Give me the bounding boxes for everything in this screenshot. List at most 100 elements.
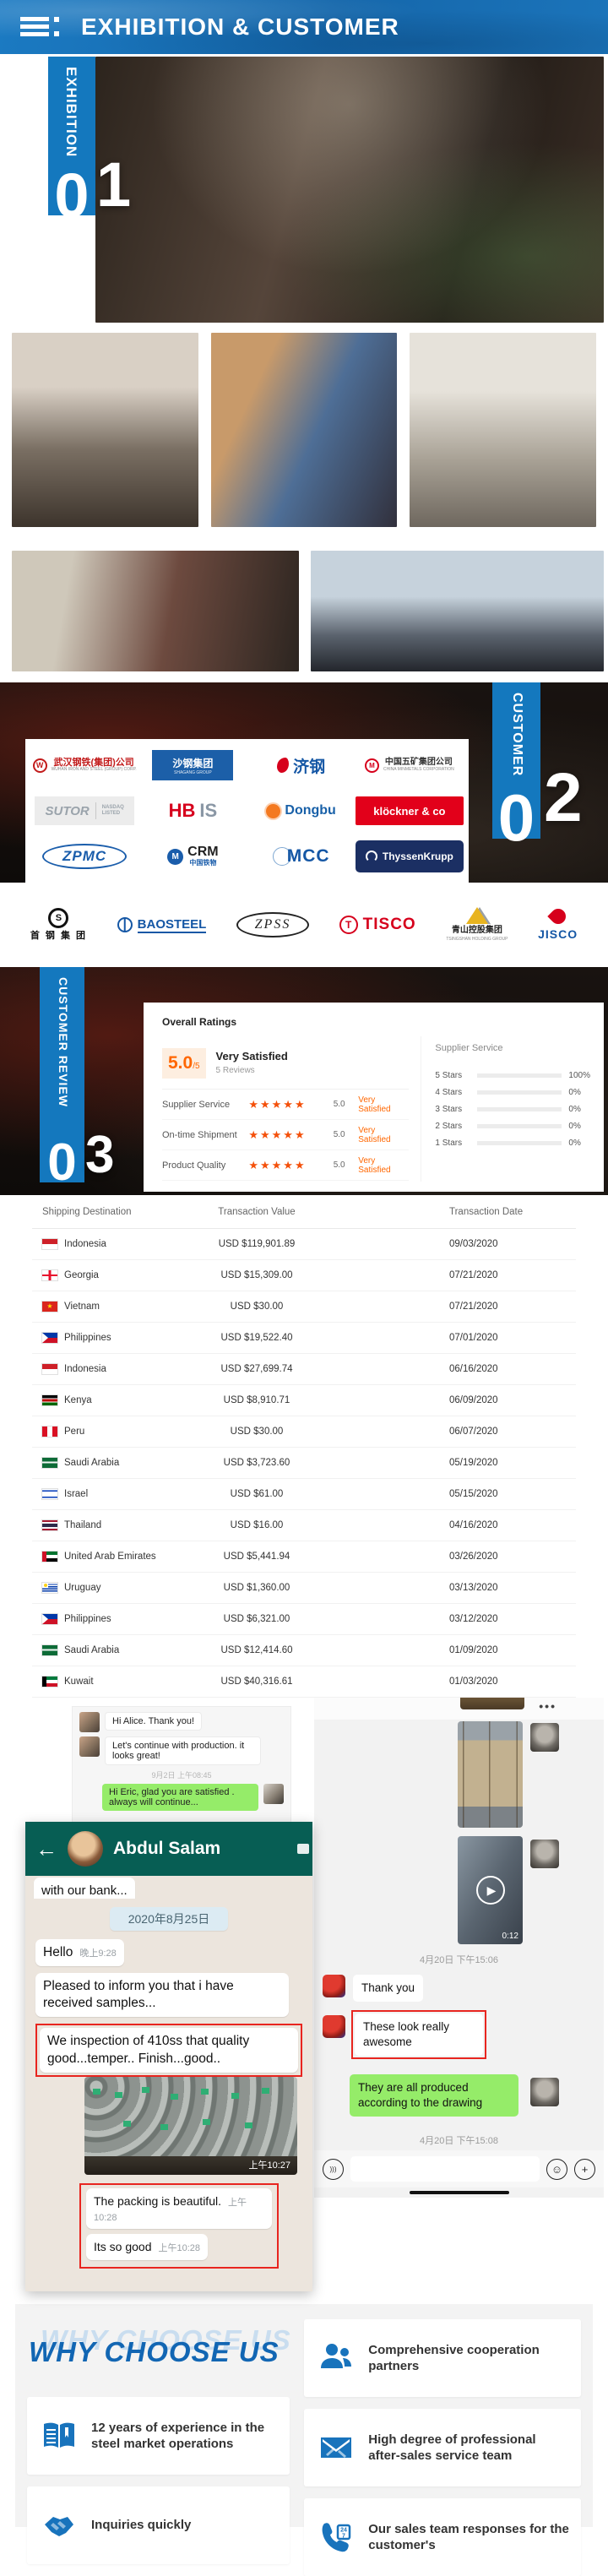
flag-kenya-icon [42, 1395, 57, 1405]
chat-bubble-partial: with our bank... [34, 1878, 135, 1899]
exhibition-photo-group [311, 551, 604, 671]
chat-photo-crate [458, 1721, 523, 1828]
exhibition-photo-main [95, 57, 604, 323]
home-indicator-bar [409, 2191, 509, 2194]
chat-date-pill: 2020年8月25日 [110, 1907, 228, 1931]
star-rating-icon: ★★★★★ [248, 1097, 307, 1111]
feature-card-experience: 12 years of experience in the steel mark… [27, 2397, 290, 2475]
logo-klockner: klöckner & co [355, 788, 464, 834]
whatsapp-header: ← Abdul Salam [25, 1822, 312, 1876]
wechat-screenshot-left: Hi Alice. Thank you! Let's continue with… [72, 1706, 291, 1824]
distribution-row-4-stars: 4 Stars 0% [435, 1087, 581, 1097]
exhibition-photo-booth [410, 333, 597, 527]
overall-ratings-panel: Overall Ratings 5.0 /5 Very Satisfied 5 … [144, 1003, 604, 1192]
spiderman-sticker-avatar [323, 1975, 345, 1997]
chat-bubble: We inspection of 410ss that quality good… [40, 2028, 298, 2073]
feature-card-inquiries: Inquiries quickly [27, 2486, 290, 2564]
star-rating-icon: ★★★★★ [248, 1128, 307, 1141]
packing-photo: 上午10:27 [84, 2076, 297, 2175]
logo-sutor: SUTOR NASDAQ LISTED [30, 788, 138, 834]
baosteel-icon [117, 917, 133, 932]
rating-row-product-quality: Product Quality ★★★★★ 5.0 Very Satisfied [162, 1150, 410, 1181]
jisco-icon [546, 905, 569, 927]
hamburger-menu-icon[interactable] [20, 16, 59, 38]
flag-georgia-icon [42, 1270, 57, 1280]
customer-review-ribbon: CUSTOMER REVIEW 0 [40, 967, 84, 1189]
annotation-red-box: We inspection of 410ss that quality good… [35, 2024, 302, 2077]
logo-shagang: 沙钢集团 SHAGANG GROUP [138, 742, 247, 788]
avatar [530, 1723, 559, 1752]
chat-bubble: These look really awesome [355, 2014, 483, 2057]
avatar [263, 1784, 284, 1804]
logo-mcc: MCC [247, 834, 356, 879]
table-row: Philippines USD $6,321.00 03/12/2020 [32, 1604, 576, 1635]
chat-timestamp: 4月20日 下午15:06 [420, 1955, 498, 1965]
logo-tisco: T TISCO [339, 916, 416, 934]
chat-input-bar: ))) ☺ + [314, 2150, 604, 2187]
customer-review-ribbon-label: CUSTOMER REVIEW [56, 977, 70, 1107]
logo-minmetals: M 中国五矿集团公司 CHINA MINMETALS CORPORATION [356, 742, 464, 788]
customer-ribbon-label: CUSTOMER [509, 693, 524, 777]
logo-hbis: HB IS [168, 800, 218, 821]
section-banner: EXHIBITION & CUSTOMER [0, 0, 608, 54]
reviews-count: 5 Reviews [215, 1066, 255, 1076]
flag-israel-icon [42, 1489, 57, 1499]
message-input[interactable] [350, 2156, 540, 2182]
flag-philippines-icon [42, 1333, 57, 1343]
flag-kuwait-icon [42, 1677, 57, 1687]
transactions-table: Shipping Destination Transaction Value T… [0, 1195, 608, 1698]
play-button-icon[interactable]: ▶ [475, 1876, 505, 1905]
logo-jisco: JISCO [538, 905, 578, 941]
table-row: Vietnam USD $30.00 07/21/2020 [32, 1291, 576, 1323]
exhibition-ribbon-label: EXHIBITION [63, 67, 79, 158]
transactions-table-header: Shipping Destination Transaction Value T… [32, 1195, 576, 1229]
chat-timestamp: 4月20日 下午15:08 [420, 2136, 498, 2146]
review-number-zero: 0 [47, 1133, 77, 1192]
chat-bubble: Its so good 上午10:28 [86, 2234, 209, 2260]
shagang-icon: 沙钢集团 SHAGANG GROUP [152, 750, 234, 780]
exhibition-photo-row [0, 333, 608, 527]
distribution-row-5-stars: 5 Stars 100% [435, 1070, 590, 1080]
customer-review-section: CUSTOMER REVIEW 0 3 Overall Ratings 5.0 … [0, 967, 608, 1195]
voice-message-icon[interactable]: ))) [323, 2158, 344, 2180]
attach-plus-icon[interactable]: + [574, 2158, 595, 2180]
logo-dongbu: Dongbu [247, 788, 356, 834]
table-row: Georgia USD $15,309.00 07/21/2020 [32, 1260, 576, 1291]
message-time: 上午10:27 [248, 2160, 290, 2171]
video-call-icon[interactable] [297, 1844, 309, 1854]
table-row: Thailand USD $16.00 04/16/2020 [32, 1510, 576, 1541]
logo-zpss: ZPSS [236, 912, 309, 937]
avatar [79, 1712, 100, 1732]
contact-avatar [68, 1831, 103, 1867]
annotation-red-box: These look really awesome [351, 2010, 486, 2060]
overall-verdict: Very Satisfied [215, 1050, 288, 1063]
distribution-row-1-stars: 1 Stars 0% [435, 1138, 581, 1148]
svg-text:7: 7 [342, 2534, 345, 2540]
flag-philippines-icon [42, 1614, 57, 1624]
review-number-three: 3 [85, 1126, 115, 1184]
menu-dots-icon[interactable]: ••• [539, 1699, 556, 1713]
logo-jigang: 济钢 [247, 742, 356, 788]
table-row: Uruguay USD $1,360.00 03/13/2020 [32, 1573, 576, 1604]
exhibition-photo-row-2 [0, 551, 608, 671]
logo-wuhan-steel: W 武汉钢铁(集团)公司 WUHAN IRON AND STEEL (GROUP… [30, 742, 138, 788]
table-row: Kenya USD $8,910.71 06/09/2020 [32, 1385, 576, 1416]
chat-screenshots-section: ••• ▶ 0:12 4月20日 下午15:06 Thank you These… [0, 1698, 608, 2297]
back-arrow-icon[interactable]: ← [35, 1836, 57, 1861]
video-duration: 0:12 [502, 1932, 518, 1941]
chat-bubble: Hello 晚上9:28 [35, 1939, 124, 1967]
flag-saudi-arabia-icon [42, 1458, 57, 1468]
rating-row-supplier-service: Supplier Service ★★★★★ 5.0 Very Satisfie… [162, 1090, 410, 1120]
customer-logo-strip: S 首 钢 集 团 BAOSTEEL ZPSS T TISCO 青山控股集团 T… [0, 883, 608, 967]
message-time: 上午10:28 [94, 2197, 247, 2223]
rating-bar [477, 1123, 562, 1128]
handshake-icon [39, 2505, 79, 2546]
emoji-icon[interactable]: ☺ [546, 2158, 567, 2180]
chat-bubble-outgoing: Hi Eric, glad you are satisfied . always… [102, 1784, 258, 1811]
exhibition-section: EXHIBITION 0 1 [0, 54, 608, 333]
rating-row-on-time-shipment: On-time Shipment ★★★★★ 5.0 Very Satisfie… [162, 1120, 410, 1150]
exhibition-photo-meeting [12, 551, 299, 671]
crm-icon: M [167, 848, 184, 865]
chat-timestamp: 9月2日 上午08:45 [151, 1771, 212, 1780]
chat-photo-partial [460, 1698, 524, 1709]
